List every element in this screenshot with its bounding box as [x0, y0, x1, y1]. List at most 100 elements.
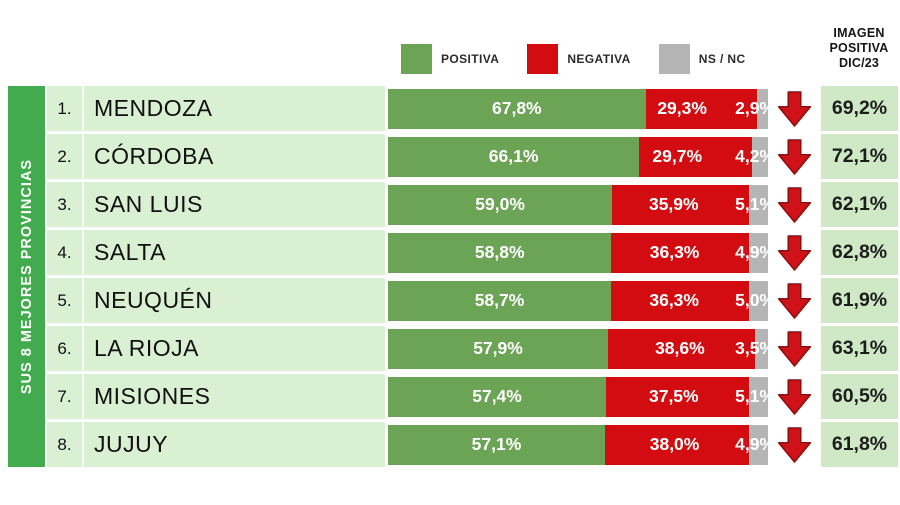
sidebar-title: SUS 8 MEJORES PROVINCIAS — [18, 158, 35, 395]
legend-item-positiva: POSITIVA — [401, 44, 499, 74]
bar-segment-positiva: 59,0% — [388, 184, 613, 225]
trend-down-arrow — [768, 374, 821, 419]
imagen-positiva-header-line2: POSITIVA — [829, 40, 889, 55]
bar-segment-negativa: 29,3% — [645, 88, 757, 129]
trend-down-arrow — [768, 182, 821, 227]
dic23-value: 61,9% — [821, 278, 898, 323]
province-row: 8.JUJUY 57,1% 38,0% 4,9% 61,8% — [47, 422, 898, 467]
bar-segment-negativa: 38,0% — [604, 424, 750, 465]
rank-label: 1. — [47, 86, 82, 131]
trend-down-arrow — [768, 278, 821, 323]
bar-segment-positiva: 67,8% — [388, 88, 646, 129]
province-name: JUJUY — [82, 422, 385, 467]
rank-label: 5. — [47, 278, 82, 323]
province-name: SALTA — [82, 230, 385, 275]
down-arrow-icon — [777, 186, 812, 223]
positiva-value-label: 66,1% — [488, 146, 539, 166]
bar-segment-nsnc — [752, 136, 768, 177]
down-arrow-icon — [777, 138, 812, 175]
nsnc-value-label: 4,9% — [735, 242, 768, 262]
nsnc-value-label: 3,5% — [735, 338, 768, 358]
rank-label: 2. — [47, 134, 82, 179]
bar-segment-nsnc — [748, 280, 768, 321]
bar-segment-negativa: 36,3% — [611, 280, 749, 321]
stacked-bar: 58,8% 36,3% 4,9% — [388, 232, 768, 273]
legend: POSITIVA NEGATIVA NS / NC — [401, 44, 746, 74]
rank-label: 3. — [47, 182, 82, 227]
dic23-value: 62,8% — [821, 230, 898, 275]
bar-segment-positiva: 66,1% — [388, 136, 640, 177]
imagen-positiva-header: IMAGEN POSITIVA DIC/23 — [818, 26, 900, 70]
bar-segment-nsnc — [748, 184, 768, 225]
trend-down-arrow — [768, 134, 821, 179]
legend-swatch-nsnc — [658, 44, 690, 74]
nsnc-value-label: 5,1% — [735, 386, 768, 406]
stacked-bar: 57,1% 38,0% 4,9% — [388, 424, 768, 465]
stacked-bar: 59,0% 35,9% 5,1% — [388, 184, 768, 225]
legend-label-negativa: NEGATIVA — [567, 52, 631, 66]
dic23-value: 69,2% — [821, 86, 898, 131]
bar-segment-positiva: 57,4% — [388, 376, 607, 417]
bar-segment-negativa: 38,6% — [608, 328, 755, 369]
dic23-value: 61,8% — [821, 422, 898, 467]
negativa-value-label: 36,3% — [649, 290, 699, 310]
province-name: MISIONES — [82, 374, 385, 419]
trend-down-arrow — [768, 422, 821, 467]
stacked-bar: 67,8% 29,3% 2,9% — [388, 88, 768, 129]
province-row: 2.CÓRDOBA 66,1% 29,7% 4,2% 72,1% — [47, 134, 898, 179]
positiva-value-label: 58,8% — [474, 242, 525, 262]
imagen-positiva-header-line1: IMAGEN — [833, 26, 885, 40]
down-arrow-icon — [777, 426, 812, 463]
positiva-value-label: 67,8% — [492, 98, 542, 118]
down-arrow-icon — [777, 90, 812, 127]
legend-item-nsnc: NS / NC — [658, 44, 746, 74]
negativa-value-label: 35,9% — [648, 194, 699, 214]
negativa-value-label: 37,5% — [648, 386, 699, 406]
province-row: 4.SALTA 58,8% 36,3% 4,9% 62,8% — [47, 230, 898, 275]
stacked-bar: 57,9% 38,6% 3,5% — [388, 328, 768, 369]
dic23-value: 63,1% — [821, 326, 898, 371]
imagen-positiva-header-line3: DIC/23 — [838, 55, 880, 70]
bar-segment-negativa: 29,7% — [639, 136, 753, 177]
nsnc-value-label: 2,9% — [735, 98, 768, 118]
nsnc-value-label: 4,2% — [735, 146, 768, 166]
bar-segment-positiva: 57,1% — [388, 424, 605, 465]
province-name: MENDOZA — [82, 86, 385, 131]
sidebar-title-band: SUS 8 MEJORES PROVINCIAS — [8, 86, 45, 467]
stacked-bar: 57,4% 37,5% 5,1% — [388, 376, 768, 417]
bar-segment-nsnc — [748, 376, 768, 417]
rank-label: 4. — [47, 230, 82, 275]
negativa-value-label: 38,0% — [649, 434, 700, 454]
bar-segment-negativa: 35,9% — [612, 184, 749, 225]
bar-segment-positiva: 58,7% — [388, 280, 612, 321]
negativa-value-label: 29,7% — [652, 146, 703, 166]
positiva-value-label: 59,0% — [475, 194, 525, 214]
negativa-value-label: 29,3% — [657, 98, 707, 118]
stacked-bar: 66,1% 29,7% 4,2% — [388, 136, 768, 177]
negativa-value-label: 36,3% — [649, 242, 700, 262]
positiva-value-label: 57,4% — [472, 386, 522, 406]
nsnc-value-label: 5,1% — [735, 194, 768, 214]
stacked-bar: 58,7% 36,3% 5,0% — [388, 280, 768, 321]
trend-down-arrow — [768, 326, 821, 371]
bar-segment-nsnc — [756, 88, 768, 129]
bar-segment-nsnc — [754, 328, 768, 369]
bar-segment-negativa: 36,3% — [611, 232, 750, 273]
legend-swatch-positiva — [401, 44, 432, 74]
province-row: 3.SAN LUIS 59,0% 35,9% 5,1% 62,1% — [47, 182, 898, 227]
down-arrow-icon — [777, 234, 812, 271]
legend-label-positiva: POSITIVA — [441, 52, 500, 66]
province-row: 7.MISIONES 57,4% 37,5% 5,1% 60,5% — [47, 374, 898, 419]
province-name: SAN LUIS — [82, 182, 385, 227]
trend-down-arrow — [768, 230, 821, 275]
legend-swatch-negativa — [527, 44, 559, 74]
bar-segment-nsnc — [749, 424, 768, 465]
dic23-value: 60,5% — [821, 374, 898, 419]
down-arrow-icon — [777, 282, 812, 319]
positiva-value-label: 57,9% — [473, 338, 523, 358]
bar-segment-nsnc — [749, 232, 768, 273]
trend-down-arrow — [768, 86, 821, 131]
legend-label-nsnc: NS / NC — [698, 52, 746, 66]
